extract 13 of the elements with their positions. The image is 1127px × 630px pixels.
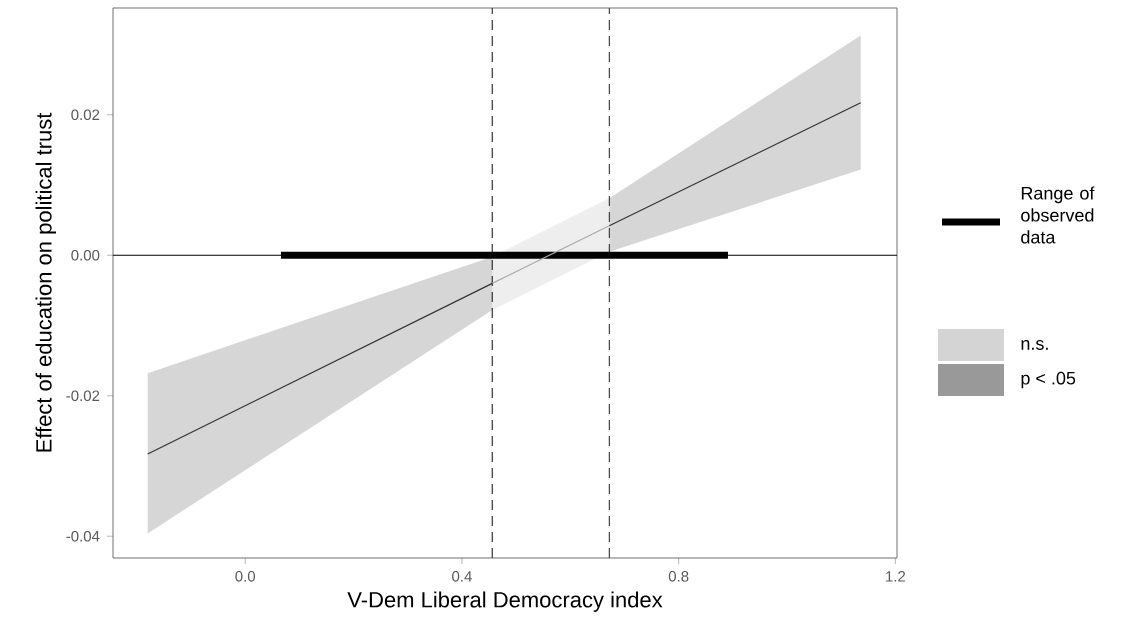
legend-label: p < .05 xyxy=(1021,371,1076,389)
legend-label: n.s. xyxy=(1021,340,1048,350)
x-tick-label: 0.0 xyxy=(235,571,256,582)
y-tick-label: -0.04 xyxy=(66,530,100,542)
y-tick-label: 0.00 xyxy=(71,249,100,261)
x-tick-label: 0.8 xyxy=(668,571,689,582)
y-axis-title: Effect of education on political trust xyxy=(35,112,57,452)
x-tick-label: 0.4 xyxy=(452,571,472,582)
legend-label: Range of observed data xyxy=(1021,186,1095,244)
y-tick-label: -0.02 xyxy=(66,390,100,402)
x-axis-title: V-Dem Liberal Democracy index xyxy=(347,591,663,612)
x-tick-label: 1.2 xyxy=(886,571,906,582)
y-tick-label: 0.02 xyxy=(71,109,100,121)
